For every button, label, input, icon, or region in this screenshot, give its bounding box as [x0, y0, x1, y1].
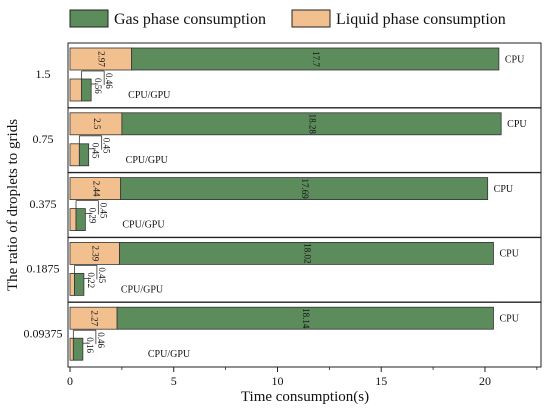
cpu-gas-bar	[131, 47, 500, 71]
x-tick-label: 5	[171, 374, 177, 388]
gpu-gas-value-label: 0.46	[104, 73, 114, 89]
cpu-gas-bar	[116, 306, 494, 330]
gpu-liquid-bar	[69, 272, 75, 296]
cpu-bar-label: CPU	[507, 119, 527, 130]
cpu-gas-value-label: 17.7	[311, 51, 321, 67]
y-axis-title: The ratio of droplets to grids	[5, 119, 21, 291]
cpu-liquid-value-label: 2.27	[89, 310, 99, 326]
gpu-liquid-value-label: 0.45	[91, 143, 101, 159]
gpu-gas-bar	[74, 272, 85, 296]
y-tick-label: 0.09375	[24, 326, 63, 340]
cpu-liquid-value-label: 2.39	[91, 246, 101, 262]
legend: Gas phase consumption Liquid phase consu…	[69, 9, 506, 28]
plot-frame	[67, 42, 542, 368]
gpu-bar-label: CPU/GPU	[128, 90, 171, 101]
gpu-liquid-value-label: 0.22	[86, 272, 96, 288]
x-tick-label: 0	[67, 374, 73, 388]
gpu-liquid-bar	[69, 143, 80, 167]
cpu-bar-label: CPU	[499, 313, 519, 324]
gpu-liquid-value-label: 0.16	[85, 337, 95, 353]
gpu-liquid-bar	[69, 337, 74, 361]
cpu-liquid-value-label: 2.97	[97, 51, 107, 67]
x-axis-title: Time consumption(s)	[241, 389, 369, 405]
cpu-gas-value-label: 18.14	[301, 308, 311, 329]
y-tick-label: 0.375	[30, 197, 57, 211]
gpu-bar-label: CPU/GPU	[148, 349, 191, 360]
cpu-bar-label: CPU	[494, 184, 514, 195]
gpu-gas-value-label: 0.45	[102, 138, 112, 154]
cpu-gas-value-label: 17.69	[300, 178, 310, 199]
legend-label-gas: Gas phase consumption	[114, 11, 266, 28]
gpu-gas-bar	[75, 208, 86, 232]
gpu-bar-label: CPU/GPU	[121, 284, 164, 295]
x-tick-label: 10	[271, 374, 283, 388]
x-axis-ticks: 0 5 10 15 20	[67, 367, 538, 388]
cpu-bar-label: CPU	[499, 249, 519, 260]
cpu-gas-value-label: 18.02	[302, 243, 312, 263]
x-tick-label: 20	[479, 374, 491, 388]
gpu-gas-bar	[78, 143, 90, 167]
cpu-gas-bar	[121, 112, 502, 136]
cpu-liquid-value-label: 2.5	[92, 118, 102, 130]
gpu-bar-label: CPU/GPU	[126, 155, 169, 166]
gpu-gas-bar	[81, 78, 92, 102]
cpu-liquid-value-label: 2.44	[91, 181, 101, 197]
gpu-liquid-value-label: 0.29	[87, 208, 97, 224]
legend-label-liquid: Liquid phase consumption	[336, 11, 506, 28]
x-tick-label: 15	[375, 374, 387, 388]
y-tick-label: 0.75	[33, 132, 54, 146]
gpu-gas-bar	[72, 337, 84, 361]
y-tick-labels: 1.5 0.75 0.375 0.1875 0.09375	[24, 67, 63, 340]
y-tick-label: 1.5	[36, 67, 51, 81]
gpu-gas-value-label: 0.45	[97, 267, 107, 283]
cpu-gas-value-label: 18.28	[307, 114, 317, 135]
cpu-bar-label: CPU	[505, 54, 525, 65]
cpu-gas-bar	[119, 241, 494, 265]
cpu-gas-bar	[120, 177, 489, 201]
gpu-gas-value-label: 0.45	[98, 203, 108, 219]
gpu-liquid-bar	[69, 208, 77, 232]
gpu-liquid-value-label: 0.56	[93, 78, 103, 94]
y-tick-label: 0.1875	[27, 262, 60, 276]
bars: 2.97 17.7 2.5 18.28 2.44 17.69 2.39 18.02 2.27 18…	[69, 47, 502, 361]
gpu-liquid-bar	[69, 78, 83, 102]
group-separators	[68, 107, 541, 303]
gpu-gas-value-label: 0.46	[96, 332, 106, 348]
legend-swatch-gas	[69, 9, 109, 28]
legend-swatch-liquid	[291, 9, 331, 28]
gpu-bar-label: CPU/GPU	[122, 220, 165, 231]
